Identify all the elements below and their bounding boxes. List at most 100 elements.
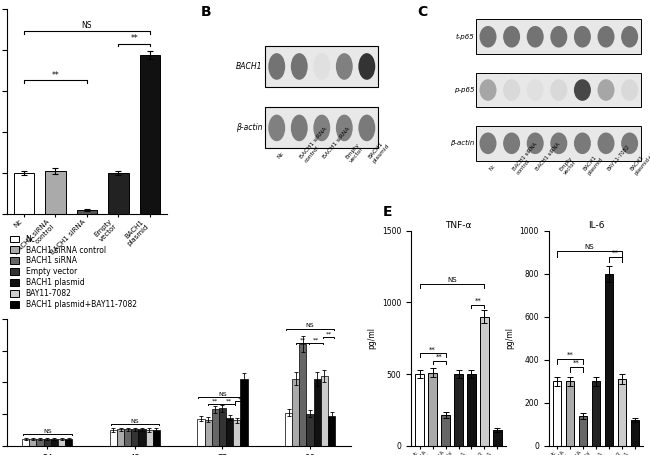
Bar [553, 381, 562, 446]
Ellipse shape [480, 79, 497, 101]
Ellipse shape [291, 115, 307, 141]
Bar [226, 418, 233, 446]
Ellipse shape [526, 26, 543, 48]
Text: **: ** [130, 34, 138, 43]
Bar [110, 430, 117, 446]
Ellipse shape [268, 115, 285, 141]
Bar [146, 430, 153, 446]
Bar [307, 414, 314, 446]
Text: p-p65: p-p65 [454, 87, 474, 93]
Text: NS: NS [218, 392, 227, 397]
Text: **: ** [226, 399, 231, 404]
Bar [321, 376, 328, 446]
Text: NS: NS [585, 243, 594, 250]
Ellipse shape [358, 115, 375, 141]
Bar [265, 107, 378, 148]
Text: **: ** [300, 338, 306, 343]
Ellipse shape [480, 26, 497, 48]
Bar [77, 210, 97, 214]
Text: NS: NS [131, 419, 139, 424]
Text: B: B [201, 5, 212, 19]
Bar [212, 410, 219, 446]
Ellipse shape [597, 132, 614, 154]
Bar [58, 439, 65, 446]
Legend: Nc, BACH1 siRNA control, BACH1 siRNA, Empty vector, BACH1 plasmid, BAY11-7082, B: Nc, BACH1 siRNA control, BACH1 siRNA, Em… [10, 235, 136, 309]
Text: **: ** [51, 71, 59, 80]
Text: **: ** [573, 360, 580, 366]
Ellipse shape [503, 132, 520, 154]
Bar [604, 274, 613, 446]
Text: C: C [418, 5, 428, 19]
Text: BACH1 siRNA: BACH1 siRNA [322, 126, 351, 160]
Bar [285, 413, 292, 446]
Text: **: ** [429, 346, 436, 352]
Ellipse shape [291, 53, 307, 80]
Ellipse shape [574, 79, 591, 101]
Bar [131, 430, 138, 446]
Text: NS: NS [82, 21, 92, 30]
Bar [476, 126, 642, 161]
Ellipse shape [503, 26, 520, 48]
Text: Empty
vector: Empty vector [559, 156, 578, 176]
Ellipse shape [574, 132, 591, 154]
Text: **: ** [567, 352, 573, 358]
Bar [198, 419, 205, 446]
Text: BACH1 siRNA
control: BACH1 siRNA control [299, 126, 333, 163]
Ellipse shape [597, 79, 614, 101]
Ellipse shape [268, 53, 285, 80]
Bar [292, 379, 300, 446]
Y-axis label: pg/ml: pg/ml [505, 327, 514, 349]
Bar [205, 420, 212, 446]
Bar [219, 409, 226, 446]
Text: **: ** [474, 298, 482, 303]
Bar [476, 20, 642, 54]
Text: Empty
vector: Empty vector [344, 142, 365, 163]
Bar [630, 420, 639, 446]
Bar [428, 373, 437, 446]
Text: β-actin: β-actin [450, 140, 474, 147]
Ellipse shape [336, 115, 353, 141]
Text: Nc: Nc [277, 151, 285, 160]
Text: BACH1: BACH1 [236, 62, 262, 71]
Ellipse shape [313, 53, 330, 80]
Ellipse shape [480, 132, 497, 154]
Ellipse shape [621, 79, 638, 101]
Text: **: ** [313, 338, 319, 343]
Bar [493, 430, 502, 446]
Bar [240, 379, 248, 446]
Bar [328, 416, 335, 446]
Ellipse shape [551, 26, 567, 48]
Bar [29, 439, 36, 446]
Bar [265, 46, 378, 87]
Bar [415, 374, 424, 446]
Text: BACH1
plasmid: BACH1 plasmid [582, 153, 604, 176]
Bar [44, 439, 51, 446]
Ellipse shape [526, 79, 543, 101]
Text: **: ** [238, 396, 244, 401]
Title: TNF-α: TNF-α [445, 221, 472, 230]
Text: NS: NS [447, 277, 457, 283]
Ellipse shape [313, 115, 330, 141]
Y-axis label: pg/ml: pg/ml [367, 327, 376, 349]
Ellipse shape [503, 79, 520, 101]
Text: **: ** [212, 399, 218, 404]
Bar [480, 317, 489, 446]
Text: BACH1 siRNA: BACH1 siRNA [535, 142, 562, 172]
Text: **: ** [326, 331, 332, 336]
Bar [467, 374, 476, 446]
Ellipse shape [336, 53, 353, 80]
Ellipse shape [621, 26, 638, 48]
Bar [36, 439, 44, 446]
Text: **: ** [612, 250, 619, 256]
Bar [314, 379, 321, 446]
Bar [138, 430, 146, 446]
Ellipse shape [551, 132, 567, 154]
Bar [454, 374, 463, 446]
Text: NS: NS [306, 324, 315, 329]
Ellipse shape [621, 132, 638, 154]
Text: t-p65: t-p65 [456, 34, 474, 40]
Bar [22, 439, 29, 446]
Text: BAY11-7082: BAY11-7082 [606, 144, 630, 172]
Bar [618, 379, 626, 446]
Bar [233, 420, 240, 446]
